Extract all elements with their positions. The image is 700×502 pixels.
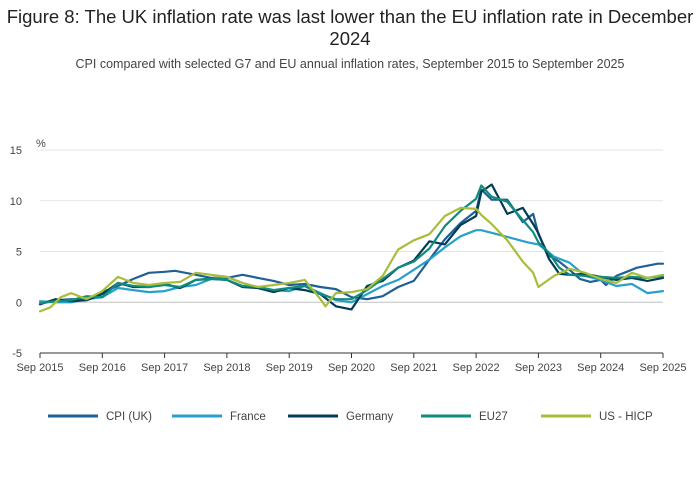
axes: -5 0 5 10 15% Sep 2015 Sep 2016 Sep 2017 Sep 201… xyxy=(10,138,687,374)
y-tick-label: 5 xyxy=(16,247,22,259)
chart-title: Figure 8: The UK inflation rate was last… xyxy=(6,6,694,49)
series-lines xyxy=(38,183,665,313)
x-tick-label: Sep 2019 xyxy=(266,362,313,374)
x-tick-label: Sep 2025 xyxy=(639,362,686,374)
x-tick-label: Sep 2015 xyxy=(16,362,63,374)
series-line-cpi-uk xyxy=(38,188,665,305)
x-tick-label: Sep 2022 xyxy=(453,362,500,374)
legend-label: EU27 xyxy=(479,411,508,423)
legend-item-germany[interactable]: Germany xyxy=(288,411,394,423)
y-axis-unit: % xyxy=(36,138,46,150)
chart-subtitle: CPI compared with selected G7 and EU ann… xyxy=(75,57,625,71)
series-line-eu27 xyxy=(38,184,665,305)
legend: CPI (UK) France Germany EU27 US - HICP xyxy=(48,411,653,423)
x-tick-label: Sep 2024 xyxy=(577,362,624,374)
legend-item-us-hicp[interactable]: US - HICP xyxy=(541,411,653,423)
x-tick-label: Sep 2023 xyxy=(515,362,562,374)
legend-item-cpi-uk[interactable]: CPI (UK) xyxy=(48,411,152,423)
series-line-us-hicp xyxy=(38,206,665,313)
x-tick-label: Sep 2018 xyxy=(203,362,250,374)
legend-item-france[interactable]: France xyxy=(172,411,266,423)
legend-label: CPI (UK) xyxy=(106,411,152,423)
gridlines xyxy=(40,149,663,354)
legend-label: Germany xyxy=(346,411,394,423)
x-tick-label: Sep 2016 xyxy=(79,362,126,374)
x-tick-label: Sep 2021 xyxy=(390,362,437,374)
y-tick-label: 0 xyxy=(16,297,22,309)
y-tick-label: 10 xyxy=(10,196,22,208)
y-tick-label: 15 xyxy=(10,145,22,157)
x-tick-label: Sep 2017 xyxy=(141,362,188,374)
legend-item-eu27[interactable]: EU27 xyxy=(421,411,508,423)
y-tick-label: -5 xyxy=(12,348,22,360)
x-tick-label: Sep 2020 xyxy=(328,362,375,374)
legend-label: France xyxy=(230,411,266,423)
legend-label: US - HICP xyxy=(599,411,653,423)
